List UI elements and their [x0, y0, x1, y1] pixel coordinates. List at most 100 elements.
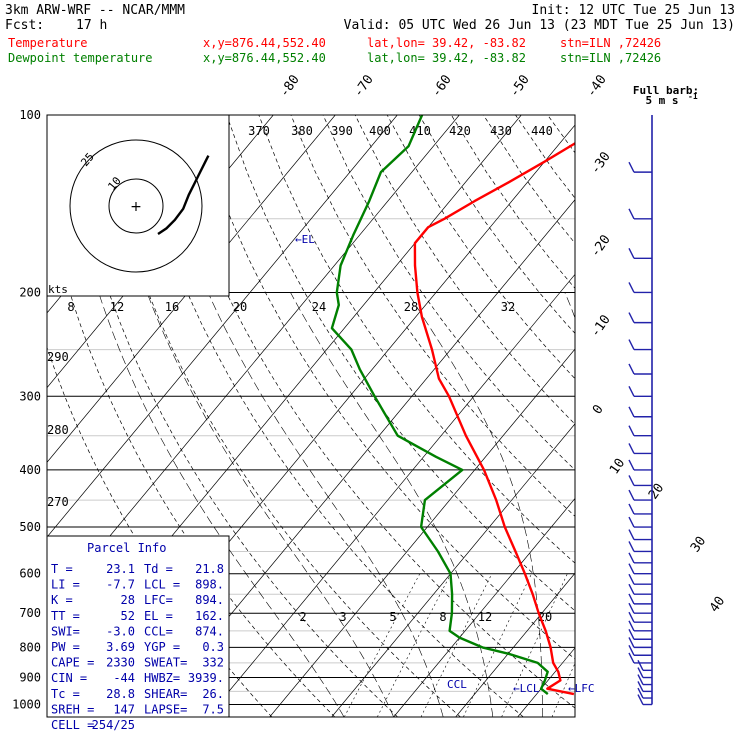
barb-legend-exp: -1	[688, 92, 698, 101]
wind-barb-flag	[628, 406, 635, 418]
parcel-row-label2: LFC=	[144, 593, 173, 607]
parcel-row-value: -44	[113, 671, 135, 685]
pressure-label-600: 600	[19, 567, 41, 581]
hodograph-inset: 25 10 + kts	[46, 114, 230, 297]
parcel-row-label: SWI=	[51, 624, 80, 638]
dew-stn: stn=ILN ,72426	[560, 51, 661, 65]
dry-adiabat	[612, 115, 740, 717]
plot-frame	[46, 114, 576, 718]
pressure-axis: 100 200 300 400 500 600 700 800 900 1000	[12, 108, 41, 712]
parcel-info-rows: T = 23.1 Td = 21.8 LI = -7.7 LCL = 898. K = 28 LFC…	[51, 562, 224, 732]
wind-barb-flag	[628, 385, 635, 397]
isotherm-line	[331, 423, 575, 717]
barb-legend-title: Full barb:	[633, 84, 699, 97]
dry-adiabat	[580, 115, 740, 717]
pressure-label-900: 900	[19, 671, 41, 685]
theta-left-label-280: 280	[47, 423, 69, 437]
moist-adiabat	[146, 292, 394, 717]
wind-barb-flag	[628, 611, 635, 623]
isotherm-label-40: 40	[707, 594, 728, 615]
dewpoint-profile	[330, 115, 549, 696]
mixratio-lower-label-8: 8	[439, 610, 446, 624]
dry-adiabat	[258, 115, 575, 564]
mixing-ratio-line	[463, 573, 532, 717]
parcel-row-label2: LAPSE=	[144, 702, 187, 716]
wind-barb-flag	[628, 247, 635, 259]
parcel-row-value2: 162.	[195, 609, 224, 623]
parcel-row-value2: 0.3	[202, 640, 224, 654]
wind-barb-flag	[628, 312, 635, 323]
theta-left-label-270: 270	[47, 495, 69, 509]
parcel-row-label: K =	[51, 593, 73, 607]
isotherm-line	[47, 115, 460, 613]
wind-barb-flag	[628, 339, 635, 350]
parcel-info-title: Parcel Info	[87, 541, 166, 555]
dry-adiabat	[47, 198, 336, 717]
dry-adiabat	[322, 115, 575, 471]
parcel-row-value: 3.69	[106, 640, 135, 654]
parcel-row-value: -3.0	[106, 624, 135, 638]
isotherm-line	[455, 572, 575, 717]
model-title: 3km ARW-WRF -- NCAR/MMM	[5, 3, 185, 18]
moist-adiabat	[407, 292, 543, 717]
parcel-row-value: 23.1	[106, 562, 135, 576]
wind-barb-flag	[628, 489, 635, 501]
pressure-label-500: 500	[19, 520, 41, 534]
temp-xy: x,y=876.44,552.40	[203, 36, 326, 50]
wind-barb-flag	[628, 563, 635, 575]
moist-adiabat	[98, 292, 345, 717]
parcel-row-label2: HWBZ=	[144, 671, 180, 685]
moist-adiabat	[207, 292, 444, 717]
theta-label-420: 420	[449, 124, 471, 138]
parcel-row-value2: 898.	[195, 578, 224, 592]
parcel-row-value2: 894.	[195, 593, 224, 607]
wind-barb-flag	[628, 425, 635, 437]
parcel-row-value2: 332	[202, 656, 224, 670]
isotherm-label--30: -30	[588, 149, 614, 177]
parcel-row-label: Tc =	[51, 687, 80, 701]
wind-barb-flag	[628, 541, 635, 552]
level-marker-ccl: CCL	[447, 678, 467, 691]
parcel-row-value: 254/25	[92, 718, 135, 732]
full-barb-legend: Full barb: 5 m s -1	[633, 84, 699, 107]
isotherm-line	[580, 115, 740, 717]
mixing-ratio-line	[420, 573, 493, 717]
parcel-row-value2: 7.5	[202, 702, 224, 716]
isotherm-line	[642, 115, 740, 717]
isotherm-line	[47, 115, 398, 538]
legend-dewpoint: Dewpoint temperature	[8, 51, 153, 65]
wind-barb-flag	[628, 637, 635, 648]
dry-adiabat	[676, 115, 740, 717]
parcel-row-value: 147	[113, 702, 135, 716]
pressure-label-1000: 1000	[12, 698, 41, 712]
parcel-row-label: SREH =	[51, 702, 94, 716]
wind-barb-flag	[628, 652, 635, 664]
parcel-row-label: CELL =	[51, 718, 94, 732]
barb-legend-value: 5 m s	[645, 94, 678, 107]
isotherm-label-30: 30	[688, 534, 709, 555]
temp-latlon: lat,lon= 39.42, -83.82	[367, 36, 526, 50]
pressure-label-100: 100	[19, 108, 41, 122]
isotherm-label--40: -40	[584, 72, 610, 100]
dry-adiabat	[547, 115, 575, 154]
parcel-row-label2: EL =	[144, 609, 173, 623]
parcel-row-label: LI =	[51, 578, 80, 592]
wind-barb-flag	[628, 459, 635, 471]
dry-adiabat	[130, 115, 524, 717]
wind-barb-flag	[628, 475, 635, 486]
dry-adiabat	[515, 115, 575, 199]
dry-adiabat	[644, 115, 740, 717]
isotherm-label--50: -50	[507, 72, 533, 100]
isotherm-label--60: -60	[429, 72, 455, 100]
wind-barb-flag	[628, 282, 635, 293]
isotherm-line	[47, 115, 336, 463]
wind-barb-flag	[628, 161, 635, 173]
theta-label-430: 430	[490, 124, 512, 138]
parcel-row-value2: 21.8	[195, 562, 224, 576]
isotherm-label-10: 10	[607, 456, 628, 477]
hodograph-ring-25	[69, 139, 203, 273]
theta-label-380: 380	[291, 124, 313, 138]
wind-barb-flag	[628, 573, 635, 585]
isotherm-line	[517, 647, 575, 717]
isotherm-label-0: 0	[590, 402, 607, 417]
